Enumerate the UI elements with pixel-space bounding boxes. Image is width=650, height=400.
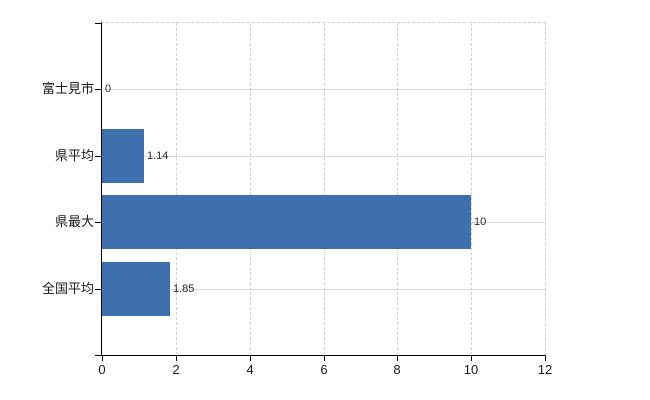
x-axis-tick	[102, 356, 103, 361]
x-axis-tick	[397, 356, 398, 361]
category-label: 県平均	[54, 148, 94, 163]
x-tick-label: 0	[98, 362, 106, 377]
bar	[102, 262, 170, 316]
category-label: 県最大	[54, 214, 94, 229]
y-axis-tick	[95, 23, 101, 24]
bar	[102, 195, 471, 249]
y-axis-tick	[95, 355, 101, 356]
x-tick-label: 4	[246, 362, 254, 377]
value-label: 1.14	[147, 150, 169, 162]
h-gridline	[102, 289, 545, 290]
h-gridline	[102, 89, 545, 90]
v-gridline	[176, 23, 177, 355]
y-axis-tick	[95, 222, 101, 223]
x-tick-label: 12	[537, 362, 553, 377]
bar	[102, 129, 144, 183]
x-axis-tick	[471, 356, 472, 361]
value-label: 0	[105, 83, 112, 95]
y-axis-tick	[95, 289, 101, 290]
x-tick-label: 2	[172, 362, 180, 377]
plot-area	[101, 22, 546, 356]
x-tick-label: 6	[320, 362, 328, 377]
value-label: 1.85	[173, 283, 195, 295]
v-gridline	[324, 23, 325, 355]
x-axis-tick	[176, 356, 177, 361]
x-axis-tick	[250, 356, 251, 361]
x-tick-label: 8	[393, 362, 401, 377]
x-axis-tick	[324, 356, 325, 361]
h-gridline	[102, 156, 545, 157]
y-axis-tick	[95, 156, 101, 157]
value-label: 10	[474, 216, 487, 228]
v-gridline	[471, 23, 472, 355]
x-axis-tick	[545, 356, 546, 361]
v-gridline	[250, 23, 251, 355]
x-tick-label: 10	[463, 362, 479, 377]
y-axis-tick	[95, 89, 101, 90]
v-gridline	[397, 23, 398, 355]
category-label: 富士見市	[41, 81, 94, 96]
category-label: 全国平均	[41, 281, 94, 296]
